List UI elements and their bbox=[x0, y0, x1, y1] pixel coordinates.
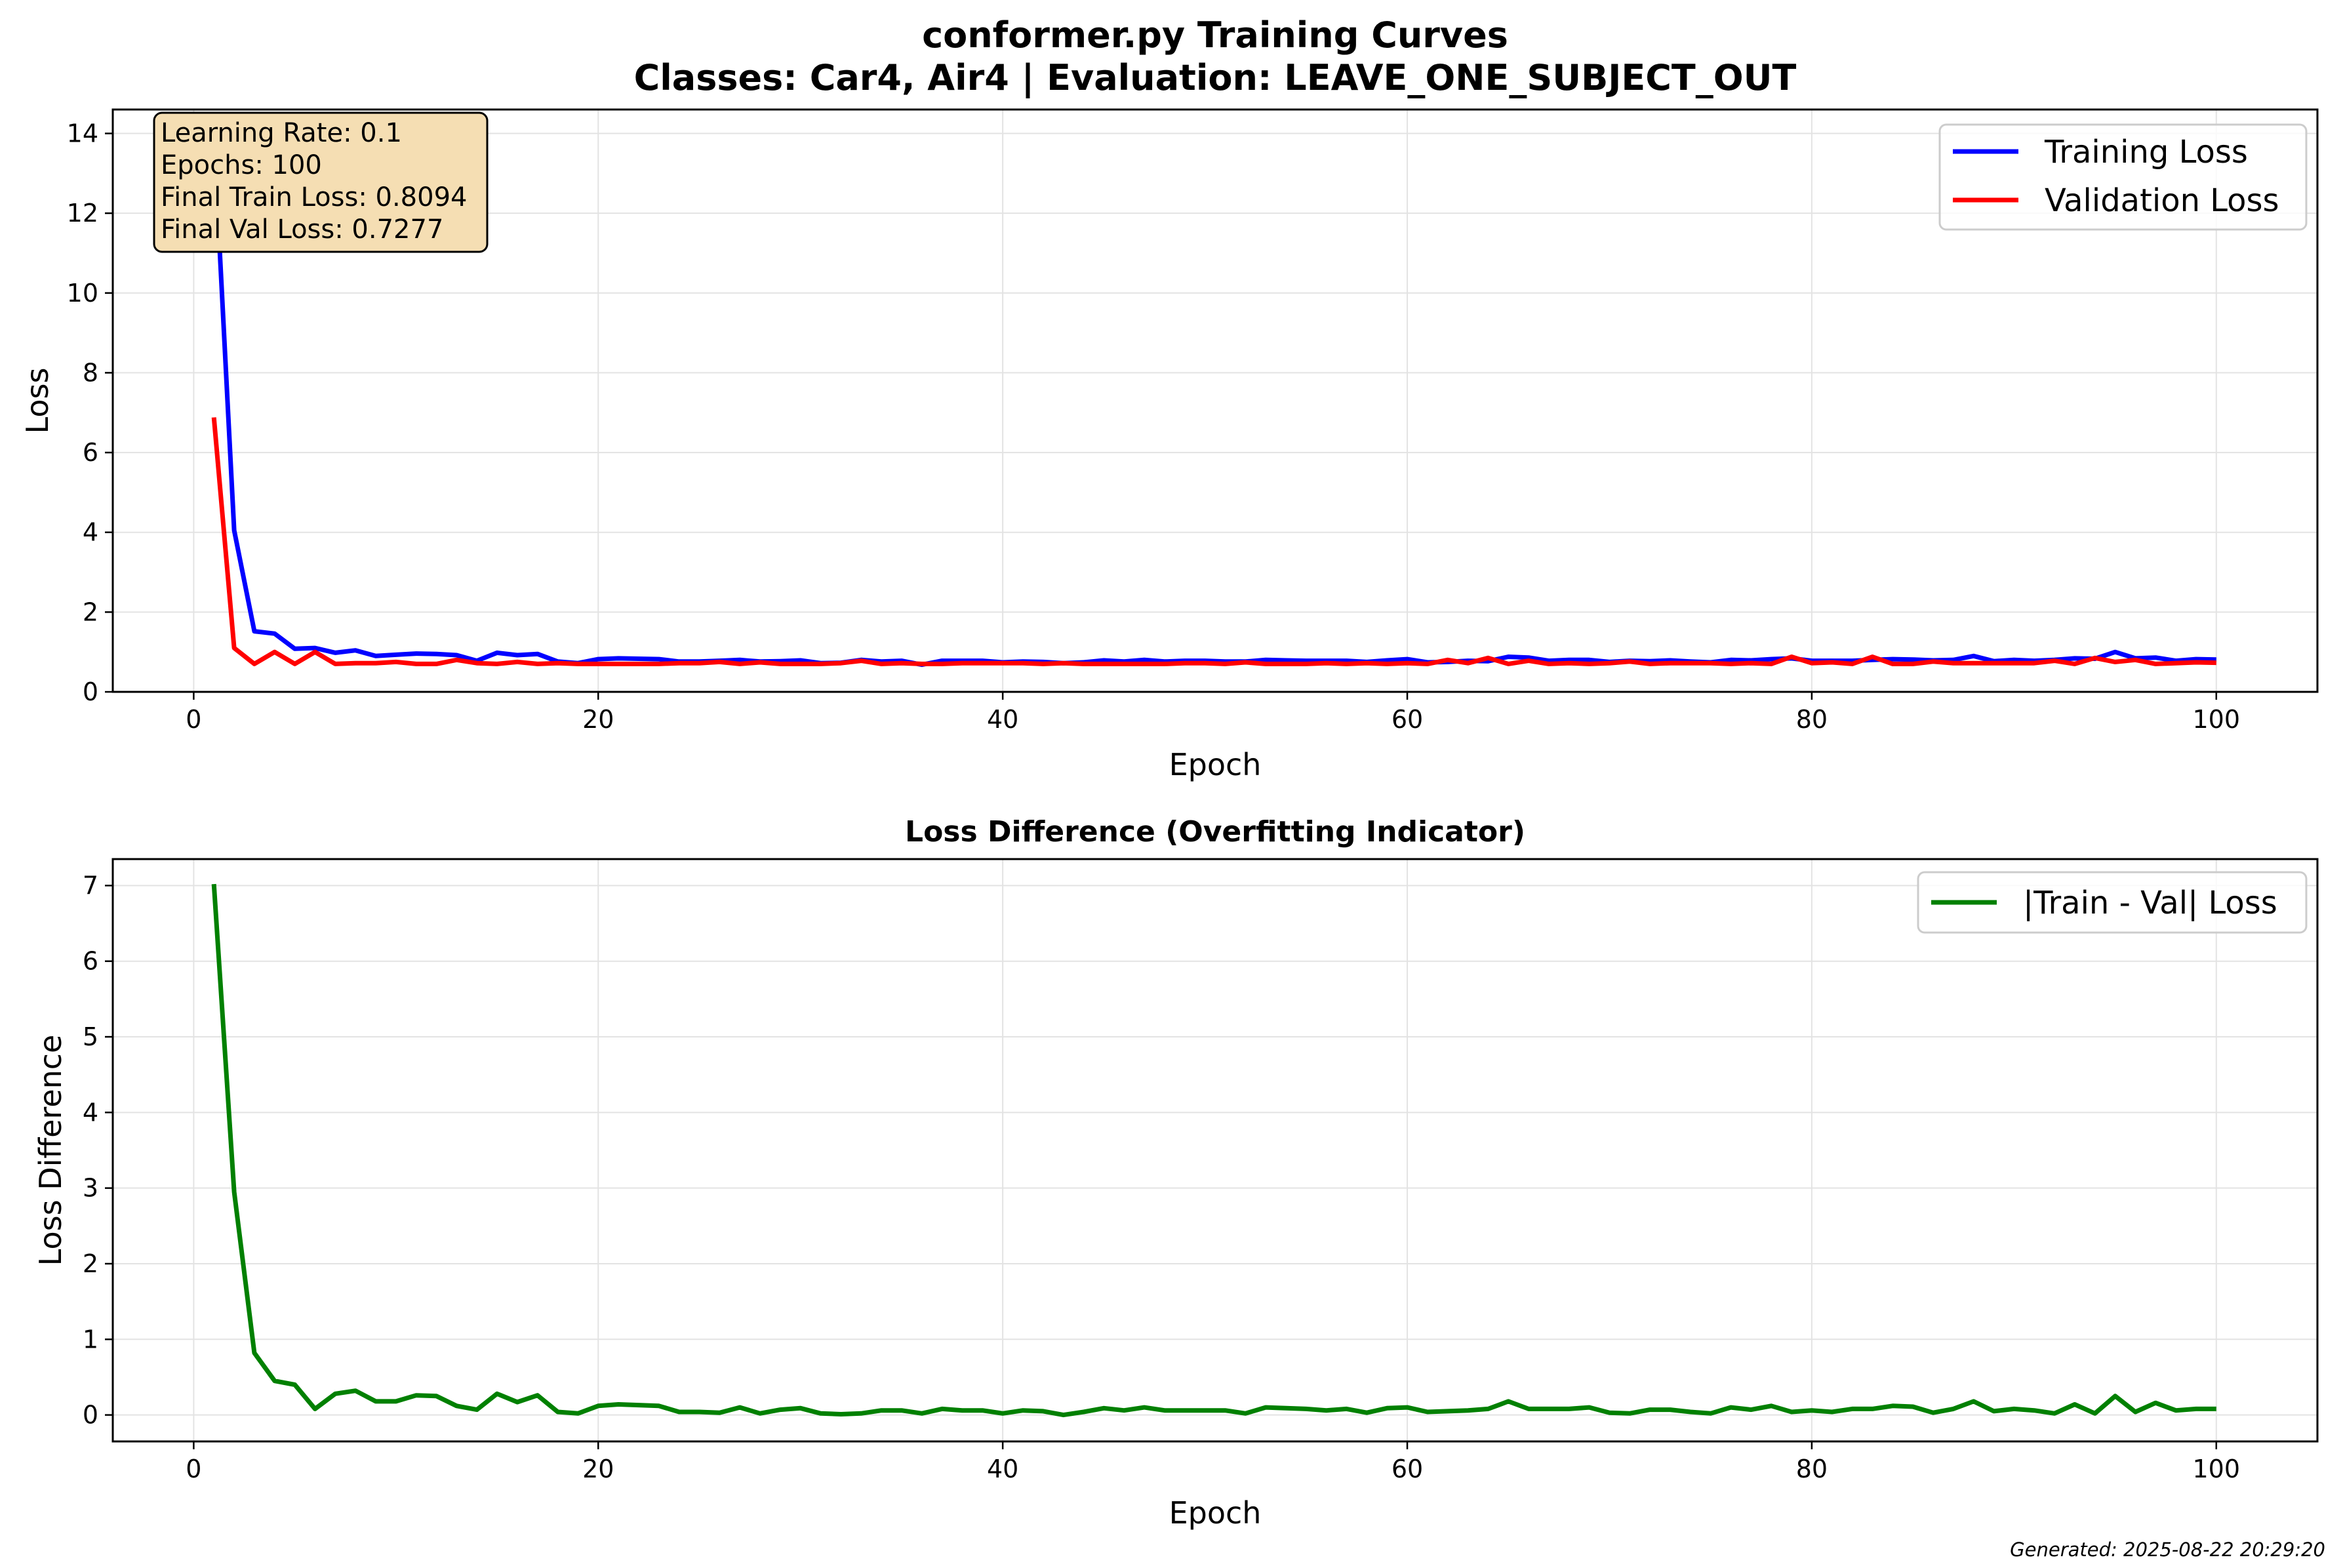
loss-difference-ylabel: Loss Difference bbox=[33, 1035, 68, 1266]
loss-chart-xtick-label: 40 bbox=[987, 705, 1018, 734]
loss-chart-ytick-label: 12 bbox=[67, 199, 98, 228]
loss-difference-ytick-label: 2 bbox=[83, 1249, 98, 1278]
info-box-background bbox=[153, 111, 489, 253]
loss-difference-series bbox=[211, 883, 2216, 1418]
loss-chart: 0 20 40 60 80 100 0 2 4 6 8 10 12 14 Epoch Loss Learn… bbox=[20, 108, 2319, 782]
loss-difference-xtick-label: 60 bbox=[1392, 1455, 1423, 1483]
loss-difference-ticks: 0 20 40 60 80 100 0 1 2 3 4 5 6 7 bbox=[83, 871, 2240, 1483]
loss-difference-series-train-val-loss bbox=[211, 883, 2216, 1418]
loss-difference-legend: |Train - Val| Loss bbox=[1917, 871, 2308, 934]
loss-difference-ytick-label: 7 bbox=[83, 871, 98, 900]
loss-chart-ytick-label: 0 bbox=[83, 677, 98, 706]
loss-chart-ytick-label: 6 bbox=[83, 438, 98, 467]
loss-difference-xtick-label: 0 bbox=[186, 1455, 201, 1483]
loss-chart-xtick-label: 100 bbox=[2193, 705, 2241, 734]
loss-chart-ytick-label: 14 bbox=[67, 119, 98, 148]
loss-difference-chart: Loss Difference (Overfitting Indicator) … bbox=[33, 815, 2319, 1531]
info-epochs: Epochs: 100 bbox=[161, 150, 322, 180]
loss-chart-series bbox=[211, 137, 2216, 668]
loss-chart-xtick-label: 60 bbox=[1392, 705, 1423, 734]
loss-difference-ytick-label: 6 bbox=[83, 947, 98, 976]
loss-difference-ytick-label: 5 bbox=[83, 1022, 98, 1051]
loss-difference-ytick-label: 1 bbox=[83, 1325, 98, 1354]
loss-difference-xtick-label: 80 bbox=[1796, 1455, 1828, 1483]
loss-chart-legend: Training Loss Validation Loss bbox=[1938, 123, 2308, 231]
info-final-val-loss: Final Val Loss: 0.7277 bbox=[161, 214, 443, 245]
loss-difference-xtick-label: 100 bbox=[2193, 1455, 2241, 1483]
loss-chart-xlabel: Epoch bbox=[1169, 747, 1262, 782]
loss-chart-ticks: 0 20 40 60 80 100 0 2 4 6 8 10 12 14 bbox=[67, 119, 2240, 734]
figure-title-line1: conformer.py Training Curves bbox=[922, 14, 1508, 56]
loss-difference-legend-box bbox=[1917, 871, 2308, 934]
loss-difference-ytick-label: 4 bbox=[83, 1098, 98, 1127]
loss-chart-xtick-label: 20 bbox=[582, 705, 614, 734]
loss-chart-ytick-label: 4 bbox=[83, 518, 98, 547]
loss-chart-ylabel: Loss bbox=[20, 368, 55, 434]
legend-label-validation-loss: Validation Loss bbox=[2045, 182, 2279, 219]
loss-chart-ytick-label: 2 bbox=[83, 597, 98, 626]
info-final-train-loss: Final Train Loss: 0.8094 bbox=[161, 182, 467, 212]
loss-difference-ytick-label: 0 bbox=[83, 1401, 98, 1430]
loss-difference-xtick-label: 20 bbox=[582, 1455, 614, 1483]
info-box: Learning Rate: 0.1 Epochs: 100 Final Tra… bbox=[153, 111, 489, 253]
loss-difference-xtick-label: 40 bbox=[987, 1455, 1018, 1483]
loss-chart-series-validation-loss bbox=[211, 417, 2216, 666]
loss-difference-xlabel: Epoch bbox=[1169, 1495, 1262, 1531]
loss-difference-frame bbox=[111, 858, 2319, 1443]
loss-chart-xtick-label: 80 bbox=[1796, 705, 1828, 734]
legend-label-loss-difference: |Train - Val| Loss bbox=[2023, 885, 2277, 921]
loss-chart-ytick-label: 10 bbox=[67, 279, 98, 308]
figure-title-line2: Classes: Car4, Air4 | Evaluation: LEAVE_… bbox=[634, 57, 1797, 98]
info-learning-rate: Learning Rate: 0.1 bbox=[161, 118, 402, 148]
legend-label-training-loss: Training Loss bbox=[2044, 134, 2248, 171]
loss-chart-xtick-label: 0 bbox=[186, 705, 201, 734]
loss-difference-grid bbox=[113, 859, 2317, 1441]
loss-chart-legend-box bbox=[1938, 123, 2308, 231]
loss-difference-ytick-label: 3 bbox=[83, 1174, 98, 1203]
loss-difference-title: Loss Difference (Overfitting Indicator) bbox=[905, 815, 1525, 849]
loss-chart-frame bbox=[111, 108, 2319, 693]
generated-timestamp: Generated: 2025-08-22 20:29:20 bbox=[2010, 1538, 2325, 1561]
loss-chart-ytick-label: 8 bbox=[83, 358, 98, 387]
